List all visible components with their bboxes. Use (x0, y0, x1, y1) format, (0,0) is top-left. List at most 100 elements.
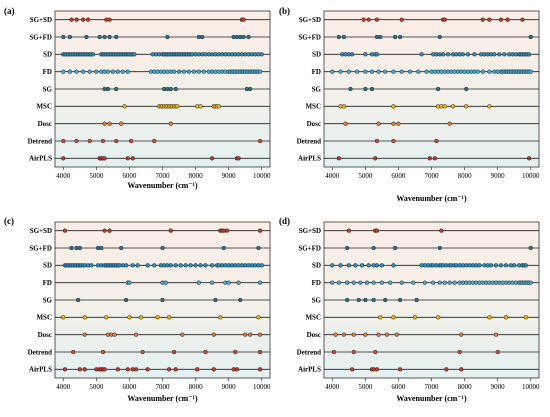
panel-3-point-8-11 (133, 367, 139, 372)
panel-2-point-2-25 (497, 52, 502, 57)
panel-2-row-label-7: Detrend (297, 137, 321, 145)
panel-4-letter: (d) (279, 216, 290, 226)
panel-3-xaxis-title: Wavenumber (cm⁻¹) (127, 394, 198, 403)
panel-1-tick-label-0: 4000 (56, 172, 71, 180)
panel-2-point-0-6 (480, 17, 485, 22)
panel-1-point-3-3 (80, 69, 86, 74)
panel-4-row-label-0: SG+SD (299, 227, 321, 235)
panel-2-row-label-3: FD (312, 68, 321, 76)
panel-3-point-0-2 (107, 228, 112, 233)
panel-4-point-2-1 (338, 263, 343, 268)
panel-4-point-0-2 (374, 228, 380, 233)
panel-3-point-4-1 (123, 297, 129, 303)
panel-2-point-3-11 (416, 69, 421, 74)
panel-2-point-3-3 (354, 69, 360, 74)
panel-4-point-3-10 (411, 280, 416, 285)
panel-3-point-3-4 (196, 280, 202, 285)
panel-2-point-5-1 (341, 104, 346, 109)
panel-2: (b) SG+SD SG+FD SD FD SG MSC Dosc Detrend AirPLS 4… (279, 6, 540, 203)
panel-3-point-6-7 (243, 332, 248, 337)
panel-3-point-4-4 (238, 297, 243, 303)
panel-1-point-1-5 (107, 34, 112, 40)
panel-4-point-5-5 (503, 315, 509, 320)
panel-3-tick-label-3: 7000 (156, 383, 171, 391)
panel-4-point-5-2 (412, 315, 418, 320)
panel-2-point-1-4 (392, 34, 398, 40)
panel-4-tick-label-4: 8000 (458, 383, 473, 391)
panel-2-point-2-24 (492, 52, 497, 57)
panel-1-row-label-2: SD (43, 51, 52, 59)
panel-2-point-2-19 (472, 52, 477, 57)
panel-2-point-4-0 (348, 86, 353, 92)
panel-1-tick-label-2: 6000 (122, 172, 137, 180)
panel-2-point-3-8 (391, 69, 396, 74)
panel-4-point-3-0 (330, 280, 335, 285)
panel-3-letter: (c) (4, 216, 14, 226)
panel-3-point-5-2 (104, 315, 109, 320)
panel-2-point-2-18 (465, 52, 471, 57)
panel-4-point-3-14 (442, 280, 447, 285)
panel-4-point-6-6 (394, 332, 399, 337)
panel-1-point-7-1 (74, 138, 79, 144)
panel-2-point-2-36 (526, 52, 532, 57)
panel-4-point-5-1 (391, 315, 396, 320)
panel-4-point-3-12 (431, 280, 436, 285)
panel-3-point-2-40 (188, 263, 193, 268)
panel-1-point-3-25 (196, 69, 202, 74)
panel-2-point-5-8 (487, 104, 492, 109)
panel-4-point-3-6 (371, 280, 376, 285)
panel-4-point-6-7 (459, 332, 464, 337)
panel-4-point-2-35 (498, 263, 504, 268)
panel-4-point-1-4 (528, 245, 533, 251)
panel-3-point-7-1 (100, 349, 106, 355)
panel-2-xaxis-title: Wavenumber (cm⁻¹) (396, 194, 467, 203)
panel-3-point-3-1 (127, 280, 132, 285)
panel-1-point-3-10 (115, 69, 120, 74)
panel-3-row-label-3: FD (43, 279, 52, 287)
panel-2-point-3-0 (330, 69, 335, 74)
panel-2-point-6-4 (447, 121, 452, 126)
panel-1-row-label-1: SG+FD (29, 33, 52, 41)
panel-3-point-4-2 (160, 297, 165, 303)
panel-2-point-6-3 (396, 121, 401, 126)
panel-1-point-3-1 (67, 69, 73, 74)
panel-4-point-2-36 (503, 263, 509, 268)
panel-3-point-8-8 (115, 367, 120, 372)
panel-3-point-0-1 (102, 228, 107, 233)
panel-1: (a) SG+SD SG+FD SD FD SG MSC Dosc Detrend AirPLS 4… (4, 6, 271, 190)
panel-1-point-3-2 (74, 69, 79, 74)
panel-4-point-3-13 (437, 280, 442, 285)
panel-2-point-5-5 (442, 104, 447, 109)
panel-1-point-1-9 (200, 34, 205, 40)
panel-3-point-6-8 (248, 332, 253, 337)
panel-3-tick-label-0: 4000 (56, 383, 71, 391)
panel-1-tick-label-5: 9000 (222, 172, 237, 180)
panel-2-row-label-2: SD (312, 51, 321, 59)
panel-4-row-label-5: MSC (305, 314, 321, 322)
panel-3-point-1-0 (69, 245, 74, 251)
panel-2-point-0-2 (374, 17, 380, 22)
panel-4-point-4-2 (363, 297, 368, 303)
panel-1-tick-label-6: 10000 (253, 172, 271, 180)
panel-1-point-7-3 (100, 138, 106, 144)
panel-1-row-label-4: SG (43, 85, 53, 93)
panel-3-point-0-8 (257, 228, 263, 233)
panel-1-point-6-3 (168, 121, 173, 126)
panel-2-point-2-26 (502, 52, 507, 57)
panel-4-point-0-3 (439, 228, 444, 233)
panel-3-row-label-7: Detrend (28, 348, 52, 356)
panel-4-point-2-5 (366, 263, 371, 268)
panel-2-point-1-5 (397, 34, 403, 40)
panel-4-tick-label-5: 9000 (491, 383, 506, 391)
panel-1-point-3-9 (110, 69, 116, 74)
panel-1-row-label-5: MSC (36, 103, 52, 111)
panel-1-point-3-4 (87, 69, 92, 74)
panel-2-point-0-5 (442, 17, 447, 22)
panel-3-point-8-9 (125, 367, 130, 372)
panel-1-point-7-7 (257, 138, 263, 144)
panel-3-point-1-4 (99, 245, 104, 251)
panel-4-point-5-4 (487, 315, 492, 320)
panel-2-tick-label-5: 9000 (491, 172, 506, 180)
panel-3-tick-label-6: 10000 (253, 383, 271, 391)
